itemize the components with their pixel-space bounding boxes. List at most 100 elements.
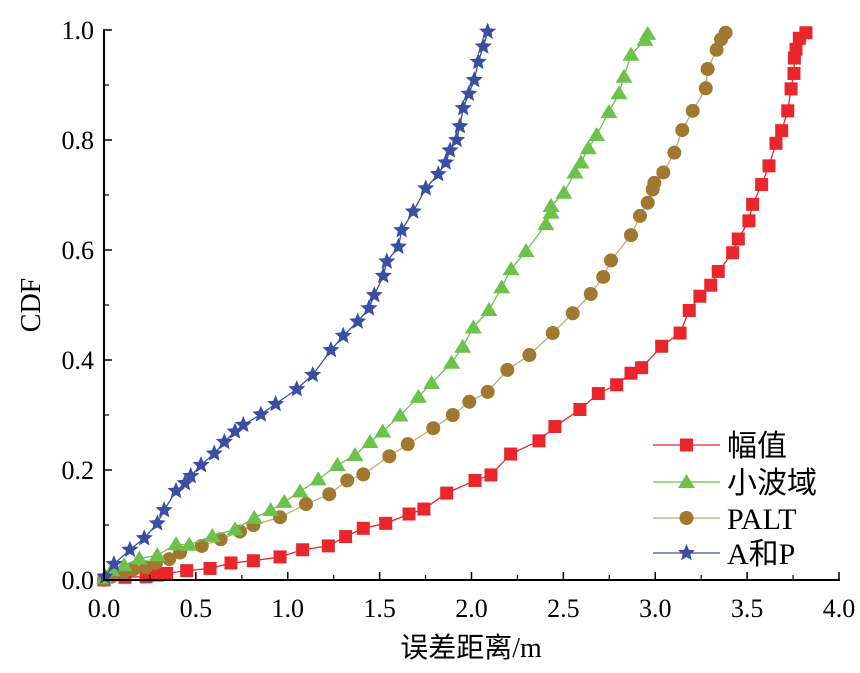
data-point-star [465, 71, 483, 88]
series-square [97, 26, 813, 587]
y-axis-title: CDF [16, 278, 47, 332]
data-point-triangle [615, 68, 633, 83]
y-tick-label: 0.6 [62, 236, 95, 265]
data-point-square [789, 42, 803, 56]
data-point-star [148, 514, 166, 531]
series-triangle [96, 25, 657, 584]
data-point-triangle [180, 536, 198, 551]
data-point-square [731, 232, 745, 246]
x-tick-label: 2.0 [455, 594, 488, 623]
data-point-square [711, 264, 725, 278]
data-point-triangle [167, 536, 185, 551]
data-point-circle [162, 552, 177, 567]
legend-marker-circle-icon [679, 511, 694, 525]
data-point-square [775, 124, 789, 138]
data-point-star [192, 456, 210, 473]
data-point-square [742, 214, 756, 228]
legend-label: 幅值 [727, 430, 787, 463]
data-point-square [673, 326, 687, 340]
data-point-square [402, 507, 416, 521]
x-axis-title: 误差距离/m [400, 632, 542, 664]
legend-item: PALT [653, 503, 797, 536]
data-point-circle [709, 42, 724, 57]
x-tick-label: 3.0 [639, 594, 672, 623]
data-point-star [288, 380, 306, 397]
data-point-triangle [374, 423, 392, 438]
data-point-circle [400, 437, 415, 452]
data-point-triangle [262, 502, 280, 517]
data-point-square [504, 447, 518, 461]
data-point-square [784, 82, 798, 96]
data-point-square [693, 289, 707, 303]
data-point-square [682, 304, 696, 317]
data-point-star [121, 540, 139, 558]
data-point-circle [356, 467, 371, 482]
data-point-circle [382, 449, 397, 464]
data-point-star [360, 299, 378, 316]
data-point-circle [718, 25, 733, 40]
data-point-star [429, 165, 447, 182]
data-point-star [105, 555, 123, 572]
legend-label: PALT [727, 503, 797, 536]
data-point-circle [522, 348, 537, 363]
data-point-square [273, 550, 287, 564]
data-point-circle [213, 532, 228, 547]
data-point-square [484, 468, 498, 482]
data-point-circle [596, 269, 611, 284]
data-point-square [726, 246, 740, 260]
data-point-triangle [245, 509, 263, 524]
legend-item: 小波域 [653, 467, 817, 500]
data-point-star [374, 266, 392, 284]
data-point-star [322, 341, 340, 358]
data-point-triangle [566, 164, 584, 179]
data-point-square [246, 554, 260, 568]
data-point-star [349, 312, 367, 329]
data-point-circle [462, 394, 477, 409]
legend-label: 小波域 [727, 467, 817, 500]
data-point-triangle [275, 493, 293, 508]
data-point-star [404, 202, 422, 219]
data-point-star [234, 415, 252, 433]
data-point-square [203, 561, 217, 575]
data-point-triangle [443, 354, 461, 369]
data-point-triangle [361, 433, 379, 448]
data-point-circle [565, 306, 580, 321]
series-line [103, 32, 727, 581]
data-point-star [460, 84, 478, 102]
data-point-square [624, 366, 638, 380]
data-point-triangle [309, 471, 327, 486]
legend-marker-square-icon [680, 438, 693, 452]
data-point-star [155, 501, 173, 518]
data-point-square [532, 434, 546, 448]
axes [103, 29, 840, 581]
data-point-star [167, 481, 185, 499]
data-point-star [441, 141, 459, 158]
data-point-square [799, 26, 813, 40]
data-point-star [479, 22, 497, 39]
data-point-square [769, 136, 783, 150]
x-tick-label: 2.5 [547, 594, 580, 623]
data-point-square [440, 486, 454, 500]
data-point-square [224, 556, 238, 570]
data-point-circle [340, 473, 355, 488]
data-point-star [448, 131, 466, 148]
data-point-triangle [572, 154, 590, 169]
data-point-triangle [391, 407, 409, 422]
data-point-square [704, 278, 718, 292]
data-point-circle [675, 123, 690, 138]
data-point-square [573, 403, 587, 416]
data-point-circle [322, 487, 337, 502]
legend-item: 幅值 [653, 430, 787, 463]
x-tick-label: 0.5 [180, 594, 213, 623]
data-point-triangle [346, 447, 364, 462]
data-point-triangle [423, 375, 441, 390]
data-point-star [378, 252, 396, 269]
data-point-square [356, 521, 370, 535]
legend-marker-star-icon [677, 544, 696, 561]
data-point-square [755, 178, 769, 192]
legend-item: A和P [653, 538, 795, 571]
data-point-circle [647, 175, 662, 190]
data-point-circle [480, 384, 495, 399]
tick-labels: 0.0 0.5 1.0 1.5 2.0 2.5 3.0 3.5 4.0 0.0 0.2 0.4 0.6 0… [62, 16, 856, 623]
